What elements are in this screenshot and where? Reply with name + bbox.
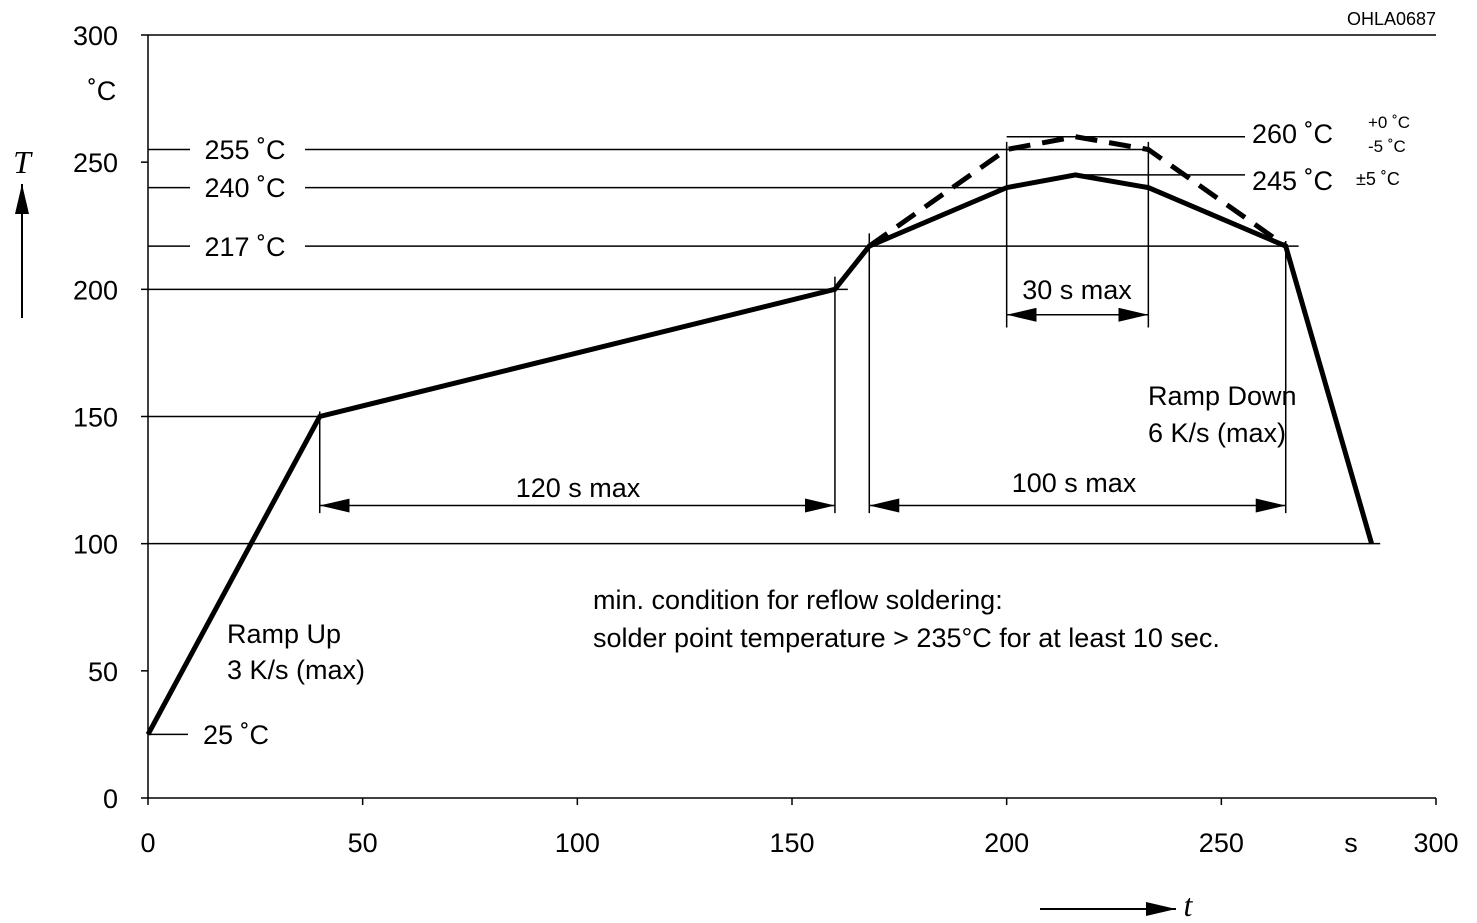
x-tick-label: 250 <box>1199 828 1244 858</box>
series-dashed-line <box>867 134 1288 249</box>
y-tick-label: 250 <box>73 148 118 178</box>
peak-label-260: 260 ˚C <box>1252 119 1333 149</box>
interval-label-120s: 120 s max <box>516 473 641 503</box>
reference-code: OHLA0687 <box>1347 9 1436 29</box>
interval-dimensions <box>318 141 1287 514</box>
interval-label-100s: 100 s max <box>1012 468 1137 498</box>
guide-lines <box>148 135 1381 736</box>
level-label-240: 240 ˚C <box>204 173 285 203</box>
y-tick-label: 300 <box>73 21 118 51</box>
peak-label-260-tol-bottom: -5 ˚C <box>1368 137 1406 156</box>
ramp-up-rate: 3 K/s (max) <box>227 655 365 685</box>
y-tick-label: 100 <box>73 530 118 560</box>
level-label-25: 25 ˚C <box>203 720 269 750</box>
y-axis-name: T <box>13 144 33 180</box>
x-tick-label: 300 <box>1413 828 1458 858</box>
x-tick-label: 50 <box>348 828 378 858</box>
x-axis-name: t <box>1184 887 1194 923</box>
interval-label-30s: 30 s max <box>1022 275 1132 305</box>
x-tick-label: 100 <box>555 828 600 858</box>
tick-labels: 0 50 100 150 200 250 300 0 50 100 150 200 250 300 <box>73 21 1459 858</box>
x-tick-label: 0 <box>140 828 155 858</box>
ramp-down-label: Ramp Down <box>1148 381 1297 411</box>
level-label-217: 217 ˚C <box>204 232 285 262</box>
y-tick-label: 150 <box>73 403 118 433</box>
y-axis-unit: ˚C <box>88 76 117 106</box>
y-tick-label: 0 <box>103 784 118 814</box>
y-tick-label: 200 <box>73 275 118 305</box>
condition-line-1: min. condition for reflow soldering: <box>593 585 1003 615</box>
series-lines <box>145 134 1375 736</box>
ramp-up-label: Ramp Up <box>227 619 341 649</box>
ramp-down-rate: 6 K/s (max) <box>1148 418 1286 448</box>
level-label-255: 255 ˚C <box>204 135 285 165</box>
x-tick-label: 150 <box>769 828 814 858</box>
y-tick-label: 50 <box>88 657 118 687</box>
series-solid-line <box>145 172 1375 736</box>
peak-label-245: 245 ˚C <box>1252 166 1333 196</box>
peak-label-260-tol-top: +0 ˚C <box>1368 113 1410 132</box>
peak-label-245-tol: ±5 ˚C <box>1356 169 1400 189</box>
x-axis-unit: s <box>1344 828 1358 858</box>
x-tick-label: 200 <box>984 828 1029 858</box>
condition-line-2: solder point temperature > 235°C for at … <box>593 623 1220 653</box>
